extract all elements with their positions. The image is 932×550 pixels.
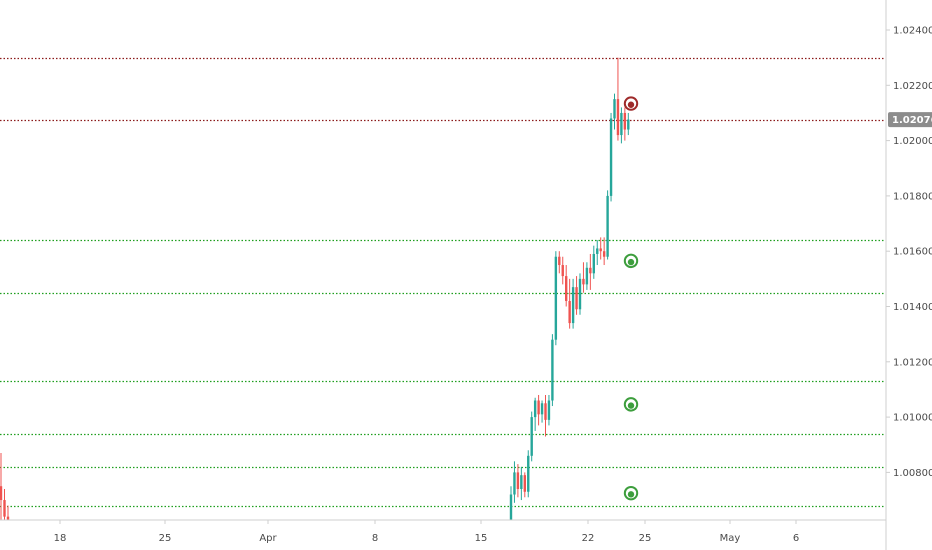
- y-tick-label-5: 1.01400: [893, 302, 932, 313]
- x-tick-label-6: 25: [639, 533, 652, 544]
- candle-body-27: [592, 253, 595, 274]
- target-circle-icon-dot-3: [627, 491, 635, 498]
- level-markers: [623, 96, 639, 501]
- y-tick-label-4: 1.01600: [893, 247, 932, 258]
- candle-body-3: [509, 494, 513, 520]
- y-tick-label-8: 1.00800: [893, 468, 932, 479]
- candlestick-series: [0, 57, 630, 520]
- candle-body-28: [596, 248, 599, 254]
- last-price-rect: [888, 112, 932, 128]
- target-circle-icon-dot-0: [627, 101, 635, 108]
- last-price-label: 1.02076: [892, 115, 932, 126]
- candle-body-32: [609, 118, 613, 196]
- candle-body-9: [530, 417, 533, 456]
- horizontal-levels: [0, 57, 886, 508]
- target-circle-icon-dot-2: [627, 402, 635, 409]
- candle-body-23: [578, 278, 582, 310]
- candle-body-12: [540, 403, 544, 415]
- y-tick-label-2: 1.02000: [893, 136, 932, 147]
- candle-body-17: [558, 256, 561, 266]
- candle-body-2: [6, 516, 10, 520]
- candle-body-6: [520, 475, 523, 489]
- candle-body-21: [571, 287, 575, 324]
- candle-body-4: [513, 472, 516, 495]
- candle-body-37: [627, 119, 630, 130]
- candle-body-1: [3, 500, 6, 517]
- candle-body-10: [533, 400, 537, 418]
- y-tick-label-6: 1.01200: [893, 357, 932, 368]
- x-tick-label-0: 18: [54, 533, 67, 544]
- last-price-badge: 1.02076: [888, 112, 932, 128]
- candle-body-22: [575, 287, 578, 310]
- candle-body-15: [551, 339, 554, 401]
- candle-body-20: [568, 300, 571, 324]
- x-tick-label-1: 25: [159, 533, 172, 544]
- candle-body-18: [561, 265, 564, 277]
- x-tick-label-7: May: [720, 533, 741, 544]
- candle-body-13: [544, 403, 547, 420]
- candle-body-16: [554, 256, 558, 340]
- candle-body-33: [613, 99, 616, 119]
- y-tick-label-3: 1.01800: [893, 191, 932, 202]
- x-tick-label-4: 15: [475, 533, 488, 544]
- candle-body-35: [620, 112, 623, 136]
- candle-body-34: [616, 99, 620, 136]
- target-circle-icon-dot-1: [627, 258, 635, 266]
- candle-body-7: [523, 475, 526, 492]
- candle-body-25: [585, 267, 589, 285]
- x-axis-ticks[interactable]: 18 25 Apr 8 15 22 25 May 6: [54, 520, 800, 544]
- y-tick-label-1: 1.02200: [893, 81, 932, 92]
- candle-body-11: [537, 400, 540, 415]
- candle-body-8: [527, 455, 530, 492]
- x-tick-label-2: Apr: [259, 533, 277, 544]
- x-tick-label-5: 22: [582, 533, 595, 544]
- candle-body-26: [589, 267, 592, 274]
- candle-body-5: [516, 472, 520, 489]
- candle-body-36: [623, 112, 627, 130]
- candle-body-24: [582, 278, 585, 285]
- candle-body-30: [602, 251, 606, 257]
- candle-body-31: [606, 195, 609, 257]
- candle-body-19: [565, 276, 568, 301]
- x-tick-label-8: 6: [793, 533, 799, 544]
- candle-body-29: [599, 248, 602, 252]
- x-tick-label-3: 8: [372, 533, 378, 544]
- candle-body-14: [547, 400, 551, 420]
- y-axis-ticks[interactable]: 1.02400 1.02200 1.02000 1.01800 1.01600 1.014…: [886, 26, 932, 479]
- y-tick-label-0: 1.02400: [893, 26, 932, 37]
- y-tick-label-7: 1.01000: [893, 413, 932, 424]
- candle-body-0: [0, 486, 3, 501]
